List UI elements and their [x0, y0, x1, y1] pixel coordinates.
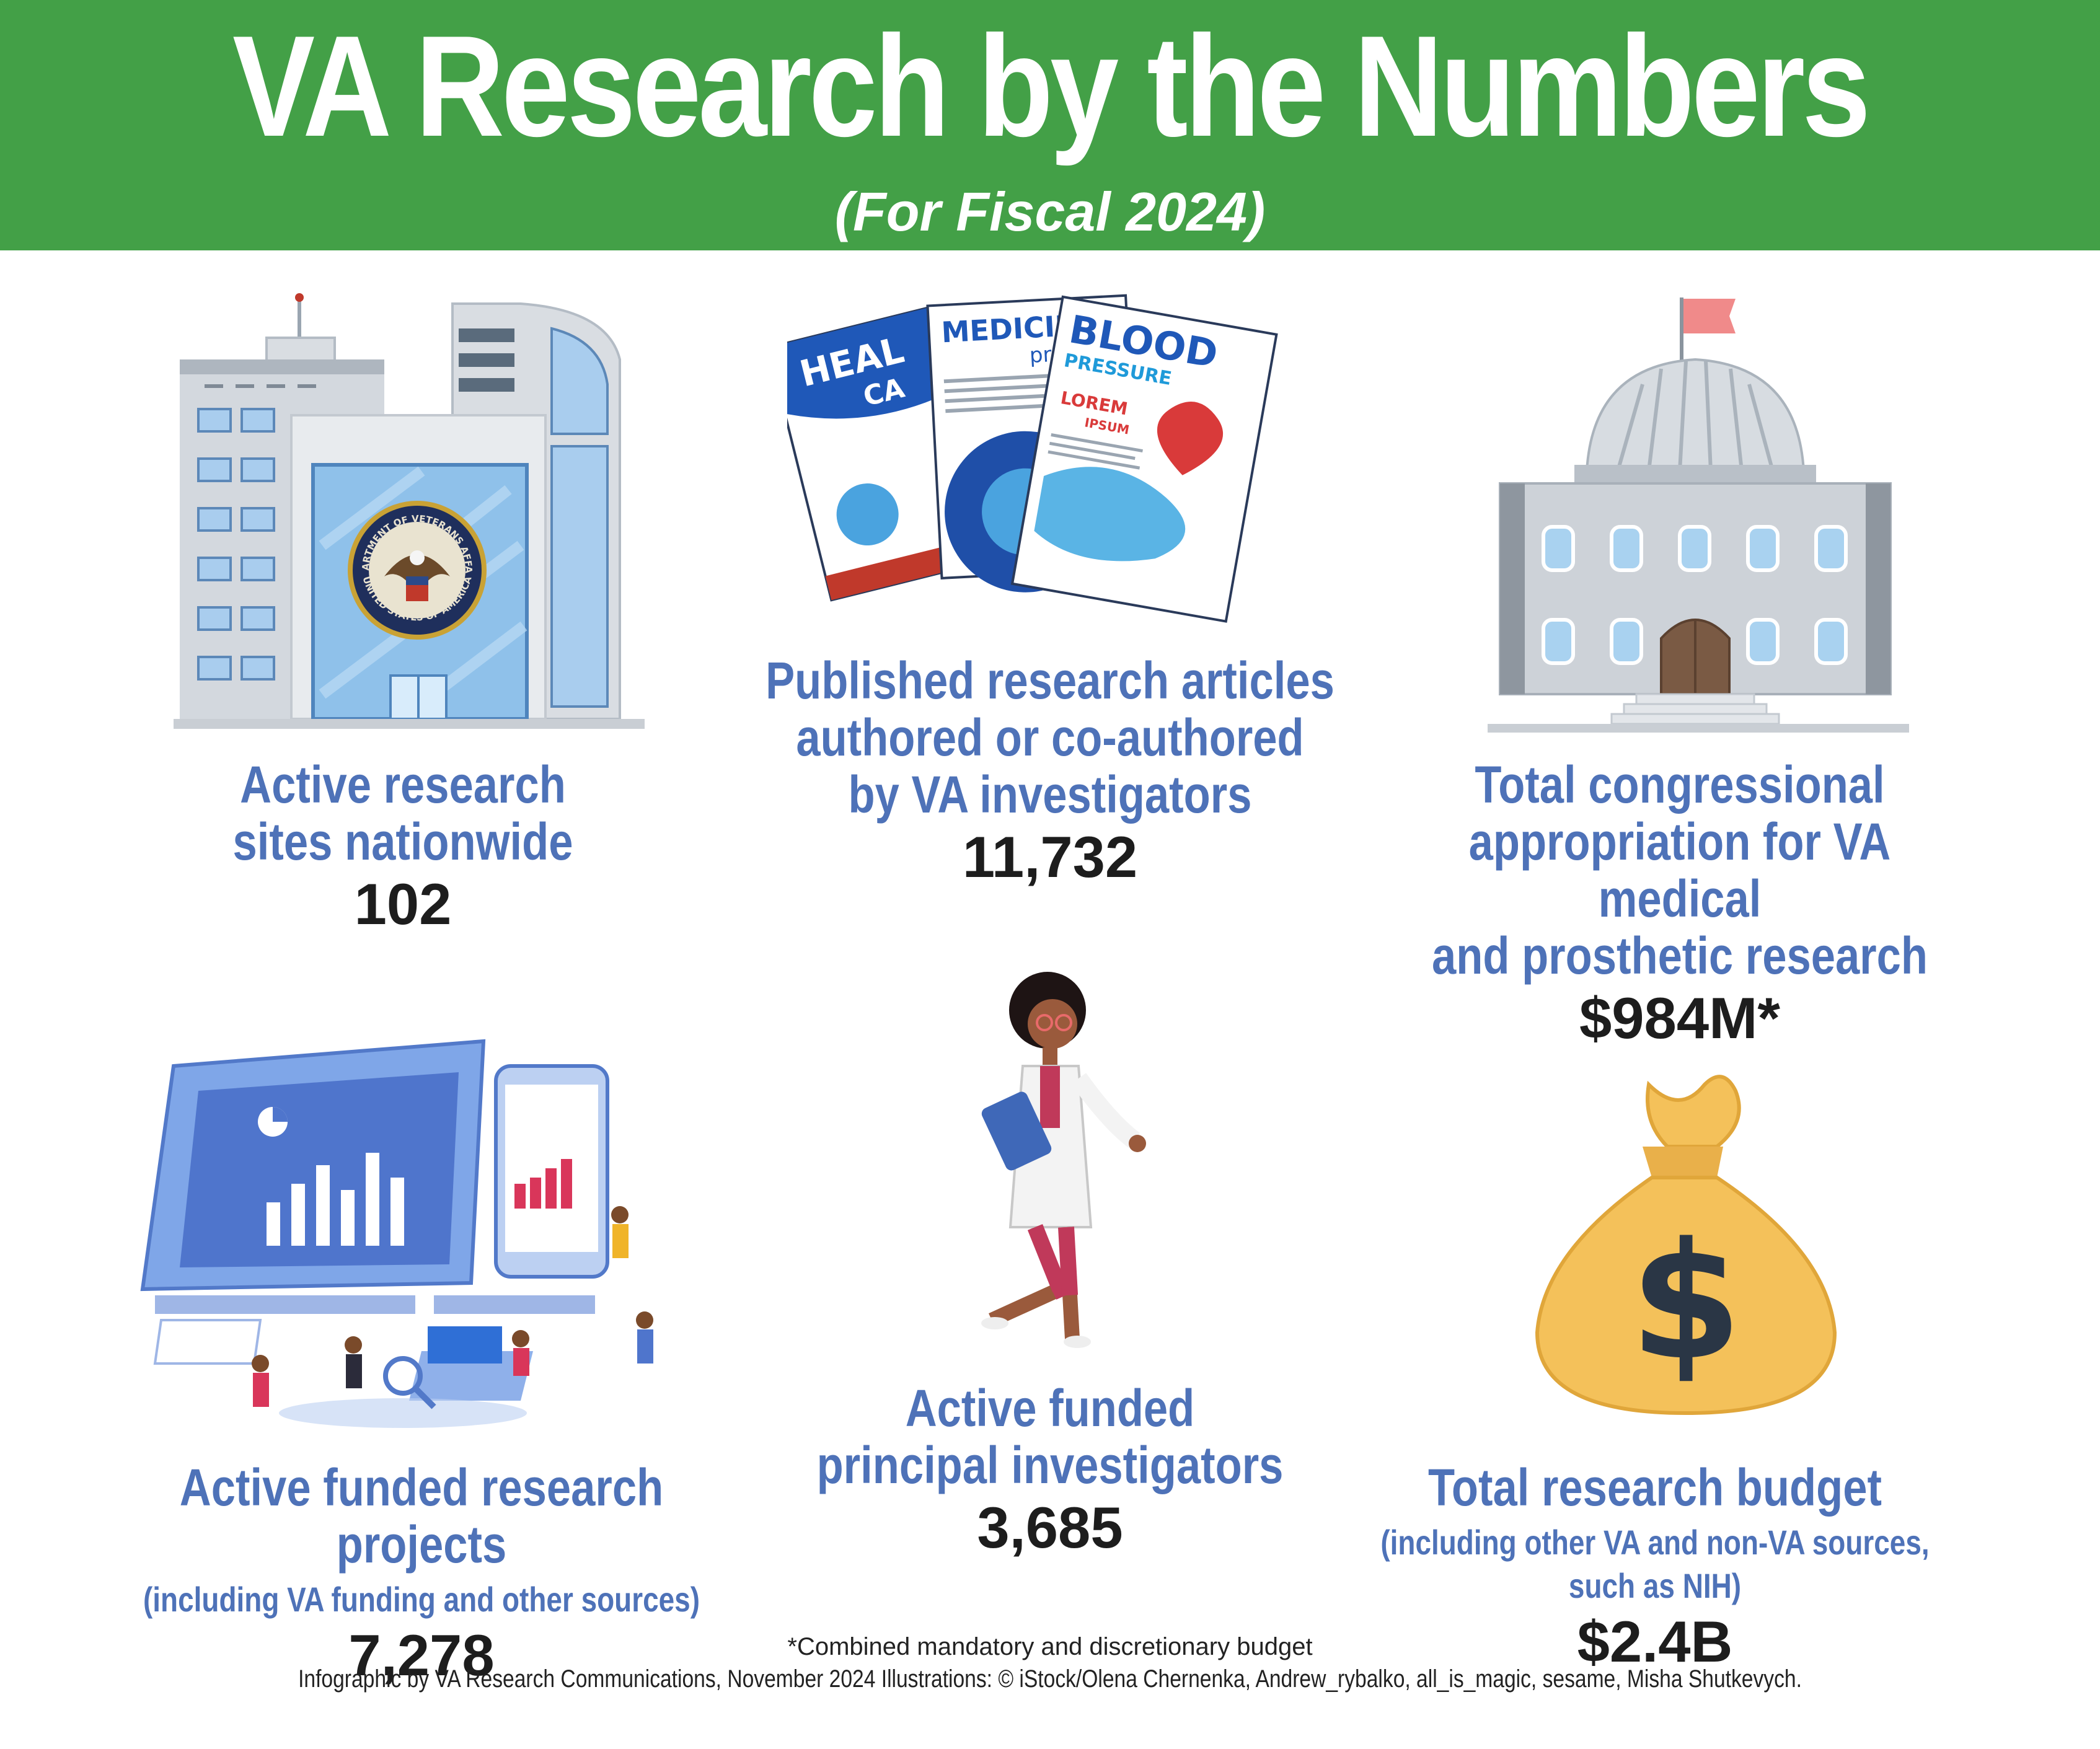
stat-label-line: principal investigators — [816, 1436, 1284, 1494]
stat-label-line: and prosthetic research — [1432, 927, 1928, 985]
stat-label-line: Active research — [240, 756, 566, 814]
stat-label-line: Total research budget — [1428, 1458, 1882, 1517]
stat-label-line: authored or co-authored — [796, 708, 1304, 767]
stat-research-budget: Total research budget (including other V… — [1277, 1459, 2033, 1676]
page-title: VA Research by the Numbers — [232, 6, 1871, 167]
stat-value: 102 — [354, 871, 452, 936]
header-banner: VA Research by the Numbers (For Fiscal 2… — [0, 0, 2100, 250]
stat-principal-investigators: Active funded principal investigators 3,… — [709, 1380, 1391, 1562]
researcher-illustration — [981, 972, 1146, 1348]
stat-research-sites: Active research sites nationwide 102 — [93, 756, 713, 938]
stat-value: 3,685 — [977, 1495, 1123, 1560]
stat-value: $984M* — [1579, 985, 1780, 1051]
stat-congressional-appropriation: Total congressional appropriation for VA… — [1339, 756, 2021, 1052]
stat-value: 7,278 — [348, 1623, 495, 1688]
stat-label-line: Total congressional — [1475, 756, 1885, 814]
dashboard-team-illustration — [140, 1039, 653, 1428]
people — [252, 1206, 653, 1407]
va-building-illustration: DEPARTMENT OF VETERANS AFFAIRS UNITED ST… — [174, 285, 645, 729]
stat-label-line: appropriation for VA medical — [1468, 813, 1891, 928]
journals-illustration: HEAL CA MEDICIN propo BLOOD PRESSURE LOR… — [787, 294, 1278, 623]
image-credits: Infographic by VA Research Communication… — [298, 1665, 1802, 1693]
dollar-sign-icon: $ — [1630, 1209, 1742, 1396]
stat-value: $2.4B — [1577, 1609, 1733, 1674]
stat-sublabel: (including other VA and non-VA sources, … — [1380, 1523, 1930, 1605]
stat-published-articles: Published research articles authored or … — [709, 652, 1391, 891]
capitol-illustration — [1488, 297, 1909, 733]
budget-footnote: *Combined mandatory and discretionary bu… — [787, 1633, 1313, 1660]
stat-label-line: Active funded research projects — [179, 1458, 664, 1574]
stat-research-projects: Active funded research projects (includi… — [74, 1459, 769, 1690]
stat-label-line: Published research articles — [765, 651, 1335, 710]
stat-label-line: Active funded — [905, 1379, 1195, 1437]
stat-sublabel: (including VA funding and other sources) — [143, 1580, 700, 1619]
page-subtitle: (For Fiscal 2024) — [834, 181, 1266, 242]
money-bag-illustration: $ — [1535, 1075, 1837, 1416]
stat-label-line: sites nationwide — [232, 813, 573, 871]
stat-label-line: by VA investigators — [848, 765, 1252, 824]
stat-value: 11,732 — [962, 824, 1138, 889]
